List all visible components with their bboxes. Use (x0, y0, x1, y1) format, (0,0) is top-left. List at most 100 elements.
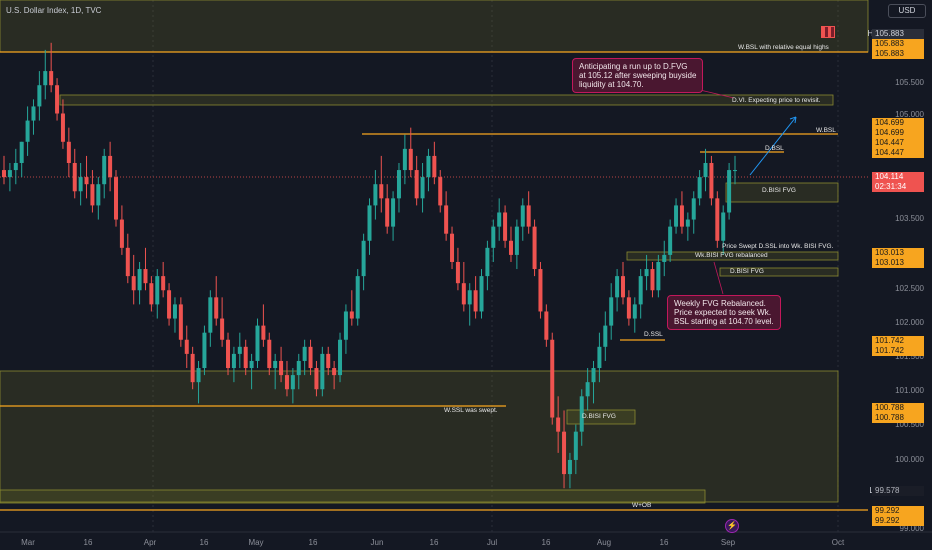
candle-body (267, 339, 272, 369)
candle-body (715, 198, 720, 241)
x-tick: 16 (429, 538, 439, 547)
candle-body (7, 170, 12, 178)
lightning-icon[interactable]: ⚡ (725, 519, 739, 533)
candle-body (214, 297, 219, 319)
candle-body (626, 297, 631, 319)
dbisi-fvg-top-zone (725, 182, 839, 203)
price-tag: 104.447 (872, 138, 924, 148)
candle-body (108, 155, 113, 178)
price-axis-panel (868, 0, 932, 550)
candle-body (520, 205, 525, 227)
price-tag: 100.788 (872, 413, 924, 423)
candle-body (396, 170, 401, 199)
countdown-tag: 02:31:34 (872, 182, 924, 192)
flag-icon[interactable] (821, 26, 835, 38)
candle-body (597, 346, 602, 369)
candle-body (485, 247, 490, 277)
candle-body (302, 346, 307, 361)
candle-body (231, 353, 236, 369)
candle-body (450, 233, 455, 262)
candle-body (343, 311, 348, 340)
x-tick: 16 (659, 538, 669, 547)
candle-body (733, 170, 737, 172)
dvi-label: D.VI. Expecting price to revisit. (732, 97, 821, 104)
y-tick: 103.500 (895, 214, 924, 223)
candle-body (615, 276, 620, 298)
price-tag: 103.013 (872, 258, 924, 268)
candle-body (49, 71, 54, 86)
y-tick: 105.500 (895, 78, 924, 87)
high-value-tag: 105.883 (872, 29, 924, 39)
candle-body (679, 205, 684, 227)
candle-body (674, 205, 679, 227)
y-tick: 100.000 (895, 455, 924, 464)
dbisi-fvg-top-label: D.BISI FVG (762, 187, 796, 194)
dssl-label: D.SSL (644, 331, 663, 338)
candle-body (609, 297, 614, 326)
x-tick: 16 (541, 538, 551, 547)
candle-body (149, 283, 154, 305)
candle-body (196, 368, 201, 383)
candle-body (444, 205, 449, 234)
candle-body (656, 261, 661, 291)
x-tick: Aug (596, 538, 612, 547)
x-tick: Apr (143, 538, 157, 547)
candle-body (78, 177, 83, 192)
wk-bisi-label: Wk.BISI FVG rebalanced (695, 252, 768, 259)
candle-body (19, 141, 24, 163)
discount-zone (0, 370, 839, 503)
dbisi-fvg-mid-zone (719, 267, 839, 277)
y-tick: 99.000 (899, 524, 924, 533)
x-tick: 16 (308, 538, 318, 547)
candle-body (37, 85, 42, 107)
y-tick: 105.000 (895, 110, 924, 119)
candle-body (432, 155, 437, 178)
candle-body (243, 346, 248, 369)
candle-body (691, 198, 696, 220)
candle-body (550, 339, 555, 418)
price-tag: 99.292 (872, 506, 924, 516)
candle-body (66, 141, 71, 163)
candle-body (190, 353, 195, 383)
callout-line: Anticipating a run up to D.FVG (579, 62, 688, 71)
dbisi-fvg-low-zone (566, 409, 636, 425)
price-tag: 101.742 (872, 336, 924, 346)
currency-button[interactable]: USD (888, 4, 926, 18)
candle-body (556, 417, 561, 432)
price-tag: 104.447 (872, 148, 924, 158)
candle-body (349, 311, 354, 319)
callout-pointer (713, 261, 724, 295)
candle-body (96, 184, 101, 206)
candle-body (668, 226, 673, 255)
candle-body (567, 459, 572, 475)
candle-body (703, 162, 708, 178)
candle-body (55, 85, 60, 114)
price-tag: 105.883 (872, 49, 924, 59)
candle-body (114, 177, 119, 220)
wbsl-top-label: W.BSL with relative equal highs (738, 44, 829, 51)
dbisi-fvg-low-label: D.BISI FVG (582, 413, 616, 420)
candle-body (261, 325, 266, 340)
candle-body (308, 346, 313, 369)
projection-arrow (749, 116, 797, 176)
callout-line: BSL starting at 104.70 level. (674, 317, 774, 326)
candle-body (72, 162, 77, 192)
candle-body (31, 106, 36, 121)
candle-body (249, 360, 254, 369)
candle-body (697, 177, 702, 199)
callout-weekly-fvg: Weekly FVG Rebalanced. Price expected to… (667, 295, 781, 330)
callout-anticipation: Anticipating a run up to D.FVG at 105.12… (572, 58, 704, 93)
x-tick: 16 (83, 538, 93, 547)
candle-body (638, 276, 643, 305)
candle-body (402, 148, 407, 171)
callout-line: Price expected to seek Wk. (674, 308, 771, 317)
candle-body (662, 254, 667, 262)
candle-body (13, 162, 18, 171)
candle-body (43, 71, 48, 86)
candle-body (420, 177, 425, 199)
candle-body (284, 375, 289, 390)
callout-pointer (699, 89, 735, 99)
candle-body (508, 240, 513, 255)
chart-title: U.S. Dollar Index, 1D, TVC (6, 6, 102, 15)
